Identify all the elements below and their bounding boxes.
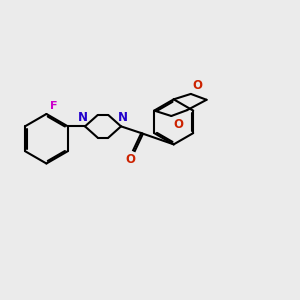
Text: N: N — [78, 111, 88, 124]
Text: F: F — [50, 101, 58, 111]
Text: O: O — [125, 153, 136, 167]
Text: O: O — [193, 79, 202, 92]
Text: O: O — [173, 118, 183, 131]
Text: N: N — [118, 111, 128, 124]
